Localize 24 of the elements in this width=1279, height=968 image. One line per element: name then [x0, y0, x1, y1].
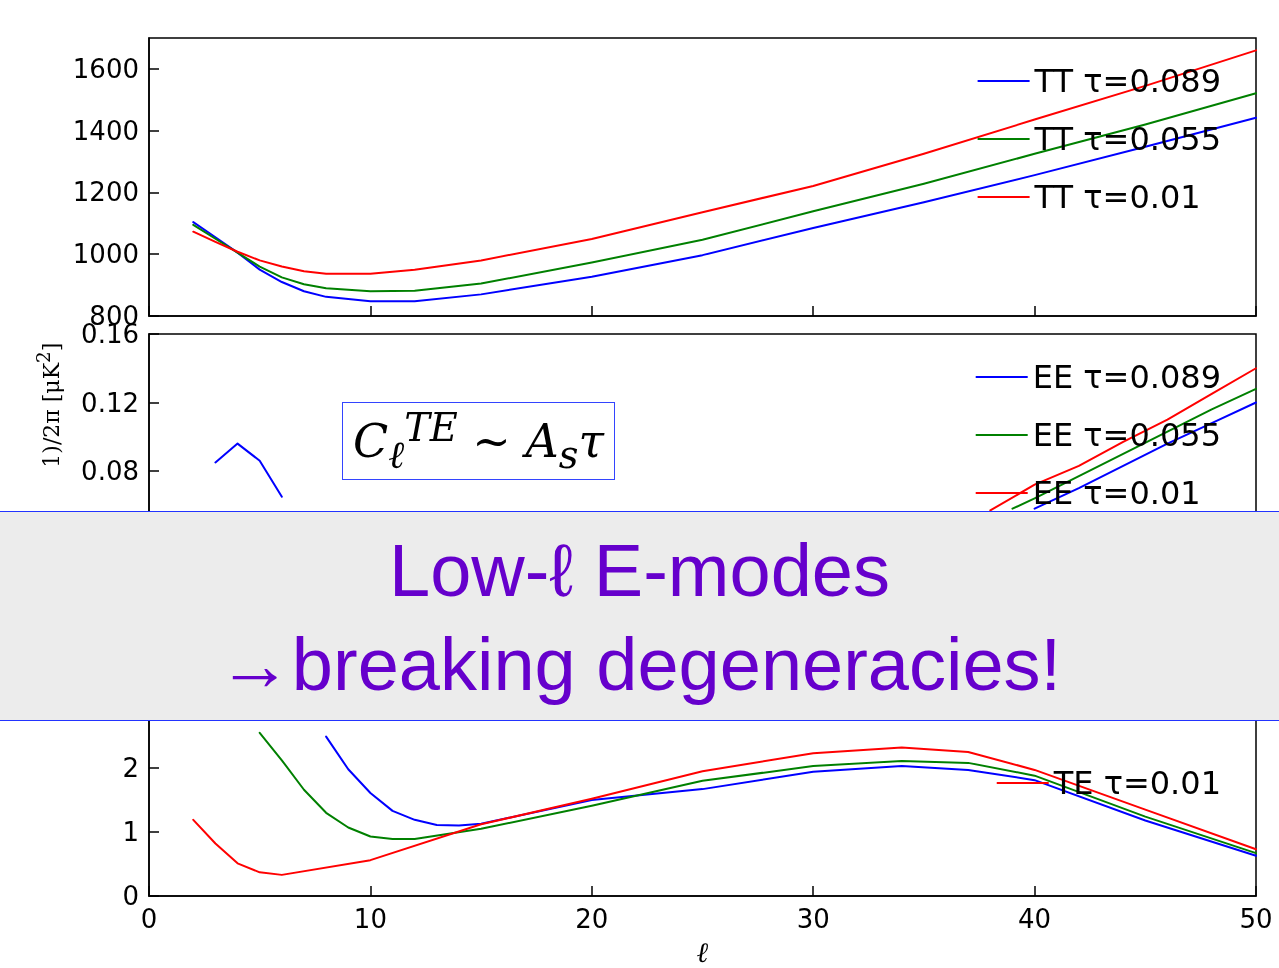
y-tick-label: 1400: [72, 115, 139, 146]
x-axis-title: ℓ: [696, 936, 709, 968]
annotation: C$_{ℓ}$$^{TE}$ ∼ A$_{s}$τ: [342, 402, 615, 480]
annotation: →breaking degeneracies!: [216, 622, 1063, 708]
y-tick-label: 2: [122, 753, 139, 783]
y-tick-label: 1200: [72, 177, 139, 208]
y-tick-label: 0.08: [81, 456, 139, 486]
y-tick-label: 0.12: [81, 387, 139, 418]
line-series: [192, 49, 1257, 275]
legend-label: TT τ=0.01: [1033, 178, 1201, 216]
x-tick-label: 30: [796, 904, 830, 934]
line-series: [192, 92, 1257, 293]
line-series: [192, 116, 1257, 303]
x-tick-label: 20: [575, 904, 609, 934]
x-tick-label: 40: [1018, 904, 1052, 934]
y-tick-label: 1000: [72, 239, 139, 270]
legend-label: EE τ=0.089: [1032, 358, 1221, 396]
line-series: [192, 746, 1257, 876]
annotation: Low-ℓ E-modes: [388, 528, 891, 614]
y-tick-label: 0: [122, 881, 139, 911]
x-tick-label: 50: [1239, 904, 1273, 934]
y-tick-label: 1: [122, 817, 139, 847]
x-tick-label: 10: [353, 904, 387, 934]
y-tick-label: 1600: [72, 53, 139, 84]
